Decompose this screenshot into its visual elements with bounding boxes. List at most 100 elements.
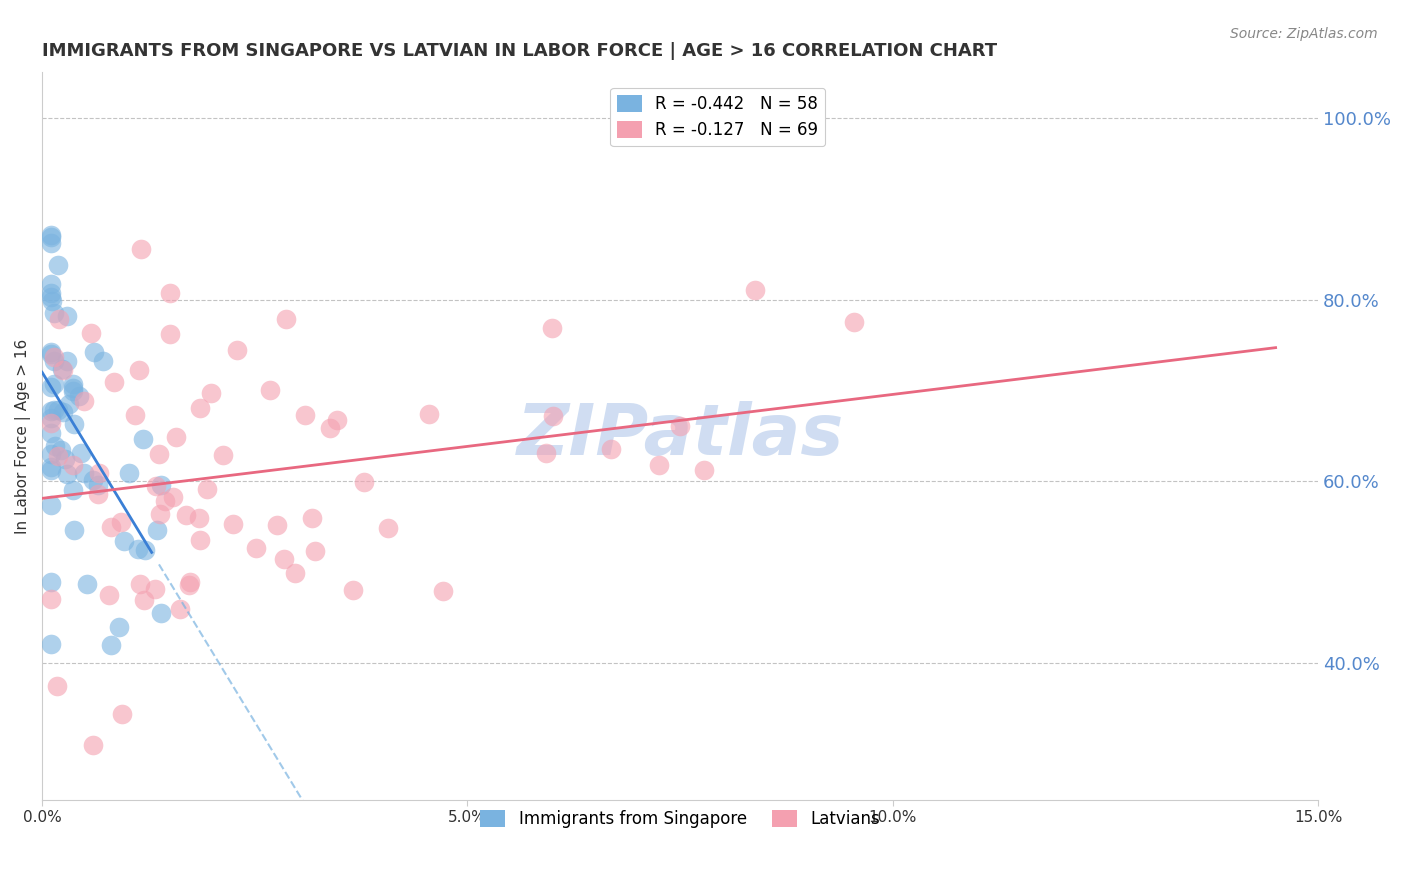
Point (188, 401, 211, 415)
Point (87, 477, 110, 491)
Point (39, 236, 62, 251)
Point (266, 517, 288, 532)
Point (153, 494, 176, 508)
Point (188, 511, 211, 525)
Point (534, 446, 557, 460)
Point (53, 452, 76, 467)
Point (127, 542, 149, 557)
Point (87, 467, 110, 481)
Point (39, 575, 62, 590)
Point (42, 306, 65, 320)
Y-axis label: In Labor Force | Age > 16: In Labor Force | Age > 16 (15, 338, 31, 533)
Point (112, 533, 135, 548)
Point (55, 467, 77, 481)
Point (541, 409, 564, 423)
Text: Source: ZipAtlas.com: Source: ZipAtlas.com (1230, 27, 1378, 41)
Point (44, 353, 66, 368)
Point (107, 620, 129, 634)
Point (91, 354, 114, 368)
Point (146, 523, 169, 537)
Point (39, 498, 62, 512)
Point (195, 482, 218, 496)
Point (39, 411, 62, 425)
Point (159, 285, 181, 300)
Point (87, 487, 110, 501)
Point (39, 230, 62, 244)
Point (165, 430, 187, 444)
Point (159, 326, 181, 341)
Point (128, 363, 150, 377)
Point (46, 449, 69, 463)
Point (51, 361, 73, 376)
Point (39, 285, 62, 300)
Point (111, 707, 134, 722)
Point (118, 466, 141, 480)
Point (149, 606, 172, 620)
Point (326, 413, 349, 427)
Point (304, 543, 326, 558)
Point (318, 421, 340, 435)
Point (188, 533, 211, 548)
Point (67, 389, 90, 403)
Point (353, 475, 375, 489)
Point (62, 381, 84, 395)
Point (42, 403, 65, 417)
Point (39, 290, 62, 304)
Point (44, 438, 66, 452)
Point (222, 516, 245, 531)
Point (97, 588, 120, 602)
Point (541, 321, 564, 335)
Point (48, 311, 70, 326)
Point (62, 483, 84, 497)
Point (179, 575, 201, 590)
Point (82, 473, 104, 487)
Point (110, 515, 132, 529)
Point (76, 577, 98, 591)
Point (63, 523, 86, 537)
Point (58, 397, 80, 411)
Point (600, 442, 623, 456)
Point (39, 277, 62, 292)
Point (162, 490, 184, 504)
Point (82, 738, 104, 752)
Point (41, 293, 63, 308)
Point (80, 326, 103, 340)
Point (149, 507, 172, 521)
Point (134, 543, 156, 558)
Text: IMMIGRANTS FROM SINGAPORE VS LATVIAN IN LABOR FORCE | AGE > 16 CORRELATION CHART: IMMIGRANTS FROM SINGAPORE VS LATVIAN IN … (42, 42, 997, 60)
Point (259, 383, 281, 397)
Point (39, 227, 62, 242)
Point (73, 393, 96, 408)
Text: ZIPatlas: ZIPatlas (516, 401, 844, 470)
Point (62, 458, 84, 472)
Point (226, 343, 249, 358)
Point (145, 582, 167, 597)
Point (39, 403, 62, 417)
Point (52, 363, 75, 377)
Point (132, 432, 155, 446)
Point (284, 566, 307, 580)
Point (63, 417, 86, 432)
Point (842, 315, 865, 329)
Point (245, 541, 267, 556)
Point (39, 591, 62, 606)
Point (273, 552, 295, 566)
Point (44, 377, 66, 392)
Point (276, 312, 298, 326)
Point (200, 386, 222, 401)
Point (62, 384, 84, 398)
Point (145, 479, 167, 493)
Point (132, 593, 155, 607)
Point (39, 425, 62, 440)
Point (56, 309, 79, 323)
Point (39, 347, 62, 361)
Point (39, 463, 62, 477)
Point (294, 409, 316, 423)
Point (62, 376, 84, 391)
Point (342, 583, 364, 598)
Point (301, 511, 323, 525)
Point (83, 344, 105, 359)
Point (377, 521, 399, 535)
Point (73, 466, 96, 480)
Point (39, 417, 62, 431)
